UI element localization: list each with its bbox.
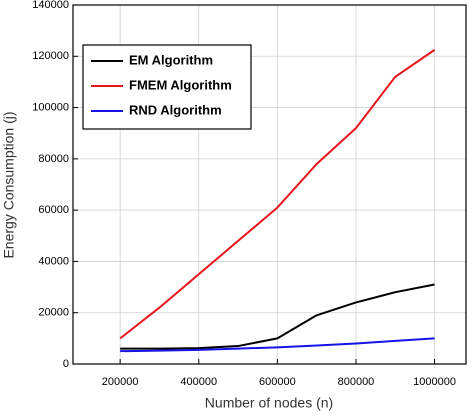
y-tick-label: 60000 <box>38 204 69 216</box>
y-tick-label: 0 <box>63 358 69 370</box>
series-line <box>119 49 436 340</box>
legend-label: FMEM Algorithm <box>129 77 232 92</box>
plot-frame <box>72 4 467 365</box>
series-line <box>120 283 435 350</box>
y-tick-label: 120000 <box>32 50 69 62</box>
x-tick-label: 600000 <box>259 376 296 388</box>
series-line <box>120 337 435 353</box>
y-tick-label: 20000 <box>38 307 69 319</box>
y-tick-label: 80000 <box>38 153 69 165</box>
x-tick-label: 800000 <box>338 376 375 388</box>
y-tick-label: 100000 <box>32 101 69 113</box>
x-tick-label: 400000 <box>180 376 217 388</box>
y-tick-label: 140000 <box>32 0 69 11</box>
y-tick-label: 40000 <box>38 255 69 267</box>
x-tick-label: 200000 <box>102 376 139 388</box>
x-axis-label: Number of nodes (n) <box>205 395 333 411</box>
legend-label: RND Algorithm <box>129 102 222 117</box>
legend-label: EM Algorithm <box>129 52 213 67</box>
x-tick-label: 1000000 <box>413 376 456 388</box>
y-axis-label: Energy Consumption (j) <box>1 111 17 258</box>
